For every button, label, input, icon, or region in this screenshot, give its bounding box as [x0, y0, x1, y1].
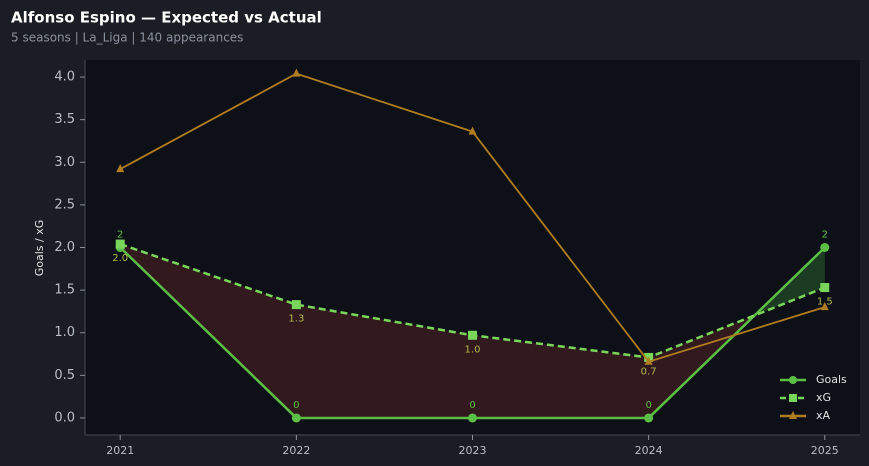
point: [115, 239, 125, 249]
chart-title: Alfonso Espino — Expected vs Actual: [11, 9, 322, 27]
plot-area: [85, 60, 860, 435]
y-tick-label: 2.0: [54, 240, 75, 255]
point: [468, 330, 477, 340]
y-tick-label: 3.5: [54, 112, 75, 127]
legend-marker: [789, 411, 797, 419]
legend-label: xG: [816, 391, 831, 404]
legend-label: Goals: [816, 373, 847, 386]
y-tick-label: 1.0: [54, 325, 75, 340]
y-tick-label: 0.0: [54, 410, 75, 425]
value-label: 1.5: [817, 297, 833, 308]
point: [291, 300, 301, 310]
y-tick-label: 0.5: [54, 368, 75, 383]
point: [292, 68, 301, 77]
value-label: 1.0: [465, 344, 481, 355]
legend-marker: [789, 376, 797, 384]
value-label: 2: [117, 230, 123, 241]
value-label: 0: [469, 400, 475, 411]
value-label: 0: [293, 400, 299, 411]
value-label: 0.7: [641, 366, 657, 377]
point: [644, 413, 654, 423]
x-tick-label: 2025: [811, 444, 839, 457]
point: [820, 283, 830, 293]
gap-fill: [296, 304, 473, 418]
point: [116, 164, 125, 173]
value-label: 2.0: [112, 253, 128, 264]
point: [820, 243, 830, 252]
y-tick-label: 1.5: [54, 283, 75, 298]
y-axis-label: Goals / xG: [33, 220, 46, 277]
point: [468, 126, 477, 135]
x-tick-label: 2021: [106, 444, 134, 457]
value-label: 2: [822, 230, 828, 241]
legend-label: xA: [816, 409, 831, 422]
point: [291, 413, 301, 423]
y-tick-label: 4.0: [54, 70, 75, 85]
point: [820, 302, 829, 311]
chart-subtitle: 5 seasons | La_Liga | 140 appearances: [11, 31, 243, 45]
point: [644, 356, 653, 365]
x-tick-label: 2024: [635, 444, 663, 457]
x-tick-label: 2023: [459, 444, 487, 457]
value-label: 1.3: [288, 314, 304, 325]
gap-fill: [472, 335, 649, 418]
x-tick-label: 2022: [282, 444, 310, 457]
legend-marker: [789, 394, 797, 402]
value-label: 0: [645, 400, 651, 411]
y-tick-label: 3.0: [54, 155, 75, 170]
y-tick-label: 2.5: [54, 197, 75, 212]
point: [468, 413, 477, 423]
